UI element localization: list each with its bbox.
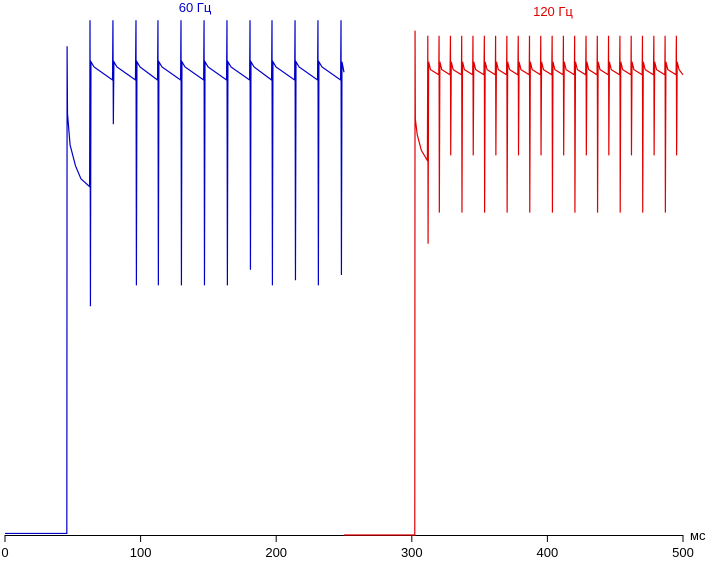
series-line	[5, 20, 345, 535]
series-label: 60 Гц	[179, 0, 212, 15]
series-label: 120 Гц	[533, 4, 573, 19]
x-tick-label: 0	[1, 545, 8, 560]
x-tick-label: 300	[401, 545, 423, 560]
x-tick-label: 400	[537, 545, 559, 560]
x-tick-label: 100	[130, 545, 152, 560]
x-axis-label: мс	[690, 528, 706, 543]
x-tick-label: 500	[672, 545, 694, 560]
series-line	[344, 30, 684, 536]
x-tick-label: 200	[265, 545, 287, 560]
